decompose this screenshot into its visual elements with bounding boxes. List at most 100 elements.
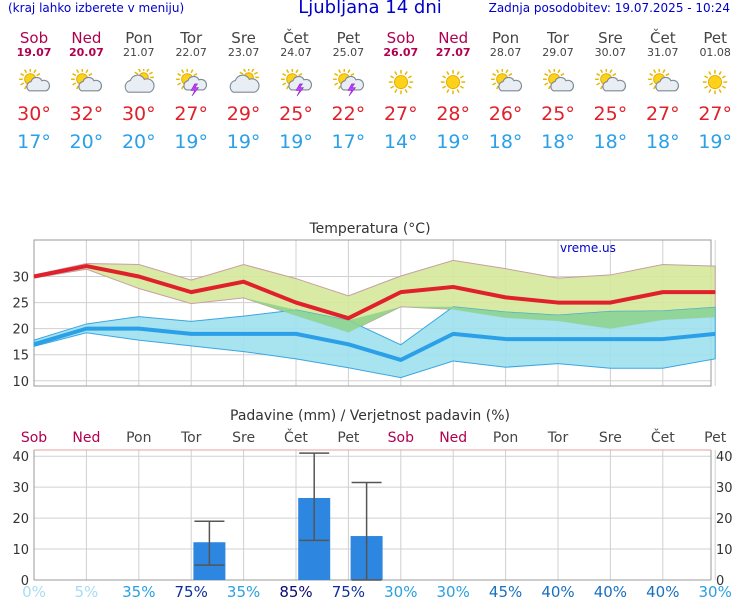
- x-tick-label: Pet: [337, 430, 360, 446]
- day-column: Tor 22.07 27° 19°: [165, 30, 217, 153]
- x-tick-label: Tor: [547, 430, 569, 446]
- sun-ray: [253, 71, 258, 75]
- sun-ray: [652, 69, 656, 74]
- sun-ray: [407, 75, 412, 79]
- day-date: 19.07: [16, 46, 52, 59]
- x-tick-label: Sre: [599, 430, 622, 446]
- day-date: 21.07: [123, 46, 155, 59]
- y-tick-label-left: 20: [12, 512, 29, 527]
- day-name: Pon: [491, 29, 520, 47]
- sun-ray: [407, 85, 412, 89]
- cloud-shape: [288, 75, 313, 91]
- min-temperature-point: [662, 338, 664, 340]
- sun-ray: [350, 73, 355, 77]
- sun-ray: [704, 75, 709, 79]
- min-temperature-point: [505, 338, 507, 340]
- cloud-shape: [124, 74, 155, 93]
- sun-ray: [704, 85, 709, 89]
- sun-ray: [507, 73, 512, 77]
- max-temperature: 28°: [436, 103, 471, 125]
- sun-ray: [24, 85, 28, 90]
- x-tick-label: Ned: [72, 430, 100, 446]
- sun-ray: [334, 82, 339, 86]
- lightning-bolt: [295, 83, 305, 97]
- min-temperature-point: [33, 343, 35, 345]
- sun-ray: [612, 73, 617, 77]
- sun-ray: [648, 73, 653, 77]
- cloud-shape: [26, 76, 51, 92]
- sun-ray: [394, 88, 398, 93]
- day-name: Čet: [283, 29, 309, 47]
- day-column: Sre 30.07 25° 18°: [584, 30, 636, 153]
- min-temperature-point: [243, 333, 245, 335]
- y-tick-label-right: 0: [716, 574, 724, 589]
- min-temperature: 14°: [383, 131, 418, 153]
- sun-ray: [404, 71, 408, 76]
- y-tick-label-right: 10: [716, 543, 733, 558]
- cloud-shape: [183, 75, 208, 91]
- day-date: 31.07: [647, 46, 679, 59]
- sun-ray: [718, 71, 722, 76]
- max-temperature: 27°: [174, 103, 209, 125]
- x-tick-label: Čet: [651, 428, 675, 446]
- x-tick-label: Sre: [232, 430, 255, 446]
- max-temperature-line: [33, 264, 716, 321]
- band-overlap: [34, 269, 716, 333]
- y-tick-label: 20: [12, 323, 29, 338]
- watermark-label: vreme.us: [560, 241, 616, 255]
- sun-ray: [442, 75, 447, 79]
- sun-ray: [242, 69, 246, 73]
- min-temperature-point: [138, 328, 140, 330]
- sun-ray: [334, 73, 339, 77]
- precipitation-probability: 0%: [22, 583, 46, 601]
- max-temperature: 27°: [645, 103, 680, 125]
- day-date: 22.07: [175, 46, 207, 59]
- sun-cloud-icon: [595, 69, 627, 92]
- precipitation-probability: 40%: [594, 583, 627, 601]
- day-name: Sob: [386, 29, 415, 47]
- min-temperature: 18°: [593, 131, 628, 153]
- min-temperature: 19°: [226, 131, 261, 153]
- sun-ray: [282, 73, 287, 77]
- location-menu-hint[interactable]: (kraj lahko izberete v meniju): [8, 1, 185, 15]
- y-tick-label-right: 30: [716, 481, 733, 496]
- sun-ray: [137, 69, 141, 73]
- day-name: Ned: [438, 29, 469, 47]
- day-column: Pet 01.08 27° 19°: [689, 30, 740, 153]
- sun-ray: [708, 88, 712, 93]
- sun-ray: [148, 71, 153, 75]
- y-tick-label: 25: [12, 297, 29, 312]
- precipitation-probability: 35%: [227, 583, 260, 601]
- sun-ray: [596, 82, 601, 86]
- sun-disc: [708, 75, 723, 90]
- day-name: Pon: [125, 29, 153, 47]
- max-temperature: 30°: [121, 103, 156, 125]
- max-temperature-point: [557, 302, 559, 304]
- max-temperature-point: [347, 317, 349, 319]
- day-date: 27.07: [435, 46, 471, 59]
- day-date: 24.07: [280, 46, 312, 59]
- x-tick-label: Čet: [284, 428, 308, 446]
- sun-ray: [177, 82, 182, 86]
- day-column: Tor 29.07 25° 18°: [532, 30, 584, 153]
- sun-ray: [544, 82, 549, 86]
- sun-ray: [72, 73, 77, 77]
- sun-ray: [596, 73, 601, 77]
- max-temperature-point: [138, 276, 140, 277]
- day-column: Sob 19.07 30° 17°: [8, 30, 60, 153]
- precipitation-probability: 40%: [541, 583, 574, 601]
- precipitation-probability: 35%: [122, 583, 155, 601]
- sun-ray: [548, 69, 552, 74]
- sun-cloud-icon: [19, 69, 51, 92]
- x-tick-label: Sob: [21, 430, 47, 446]
- day-name: Pet: [336, 29, 361, 47]
- sun-ray: [446, 71, 450, 76]
- sun-cloud-icon: [647, 69, 679, 92]
- sun-ray: [389, 75, 394, 79]
- sun-ray: [560, 73, 565, 77]
- day-column: Pet 25.07 22° 17°: [322, 30, 374, 153]
- cloud-shape: [340, 75, 365, 91]
- sun-ray: [146, 69, 150, 73]
- cloud-shape: [602, 76, 627, 92]
- sun-ray: [708, 71, 712, 76]
